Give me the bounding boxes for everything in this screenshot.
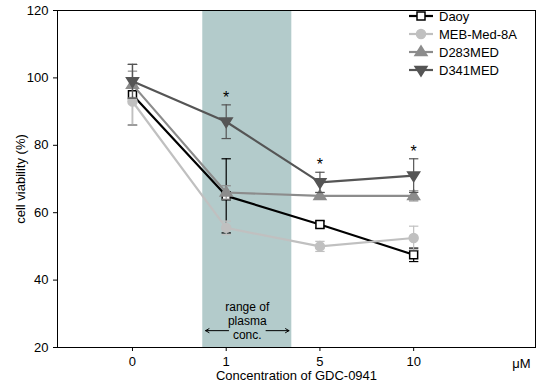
svg-text:100: 100 [27, 70, 49, 85]
svg-text:cell viability (%): cell viability (%) [13, 134, 28, 224]
svg-text:Concentration of GDC-0941: Concentration of GDC-0941 [216, 368, 377, 382]
svg-text:20: 20 [34, 340, 48, 355]
svg-text:5: 5 [316, 354, 323, 369]
svg-text:MEB-Med-8A: MEB-Med-8A [439, 27, 517, 42]
svg-text:μM: μM [512, 356, 530, 371]
svg-text:60: 60 [34, 205, 48, 220]
svg-text:0: 0 [129, 354, 136, 369]
svg-text:1: 1 [223, 354, 230, 369]
svg-text:D283MED: D283MED [439, 45, 499, 60]
svg-text:10: 10 [406, 354, 420, 369]
svg-text:*: * [317, 156, 323, 173]
svg-text:*: * [223, 89, 229, 106]
svg-text:40: 40 [34, 272, 48, 287]
svg-text:120: 120 [27, 3, 49, 18]
svg-text:80: 80 [34, 137, 48, 152]
svg-text:*: * [411, 143, 417, 160]
svg-text:Daoy: Daoy [439, 9, 470, 24]
svg-text:D341MED: D341MED [439, 63, 499, 78]
svg-text:range ofplasmaconc.: range ofplasmaconc. [225, 300, 270, 342]
